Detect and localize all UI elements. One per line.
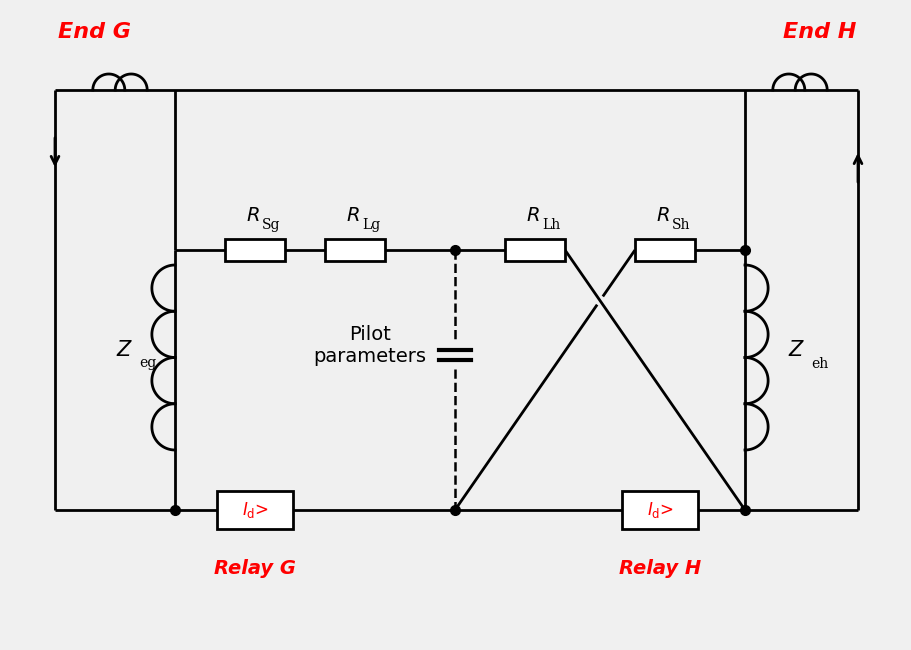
Text: $R$: $R$ (346, 206, 360, 225)
Text: Relay H: Relay H (619, 558, 701, 577)
Text: Relay G: Relay G (214, 558, 295, 577)
Text: Pilot
parameters: Pilot parameters (313, 324, 426, 365)
Bar (324, 239, 384, 261)
Text: Sh: Sh (671, 218, 690, 232)
Text: $Z$: $Z$ (117, 339, 133, 359)
Bar (621, 491, 697, 529)
Bar (634, 239, 694, 261)
Text: $R$: $R$ (526, 206, 539, 225)
Text: Lg: Lg (362, 218, 380, 232)
Text: $Z$: $Z$ (788, 339, 804, 359)
Text: Sg: Sg (261, 218, 281, 232)
Text: $\mathit{I}_\mathrm{d}$>: $\mathit{I}_\mathrm{d}$> (646, 500, 672, 520)
Text: $R$: $R$ (246, 206, 260, 225)
Text: eg: eg (138, 356, 156, 370)
Bar (505, 239, 565, 261)
Text: Lh: Lh (541, 218, 559, 232)
Bar (225, 239, 284, 261)
Bar (217, 491, 292, 529)
Text: End G: End G (58, 22, 131, 42)
Text: eh: eh (810, 356, 827, 370)
Text: $\mathit{I}_\mathrm{d}$>: $\mathit{I}_\mathrm{d}$> (241, 500, 268, 520)
Text: $R$: $R$ (655, 206, 669, 225)
Text: End H: End H (783, 22, 855, 42)
